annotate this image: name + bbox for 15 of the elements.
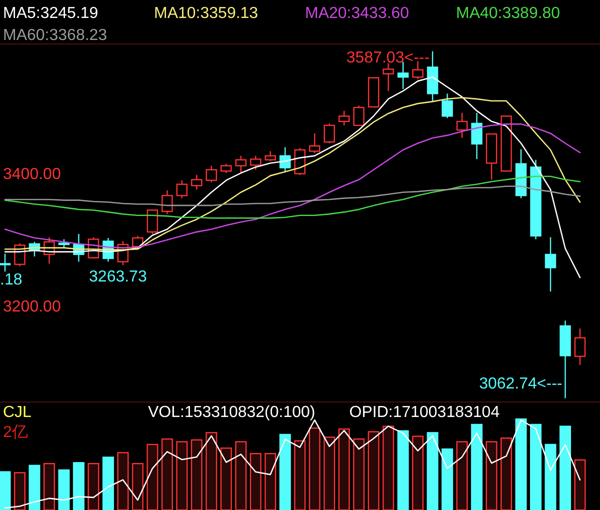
text: MA10:3359.13 bbox=[154, 5, 258, 22]
text: MA40:3389.80 bbox=[456, 5, 560, 22]
text: MA60:3368.23 bbox=[3, 27, 108, 44]
y-tick-label: 3200.00 bbox=[3, 298, 61, 316]
text: MA5:3245.19 bbox=[3, 5, 98, 22]
y-axis-title: 2亿 bbox=[3, 424, 28, 442]
annotation: 3263.73 bbox=[89, 268, 147, 286]
annotation: .18 bbox=[0, 272, 22, 289]
chart-title: CJL bbox=[3, 404, 32, 422]
annotation: VOL:153310832(0:100) bbox=[148, 404, 316, 422]
annotation: OPID:171003183104 bbox=[349, 404, 500, 422]
annotation: 3062.74<--- bbox=[479, 375, 562, 392]
annotation: 3587.03<--- bbox=[346, 49, 430, 66]
y-tick-label: 3400.00 bbox=[3, 166, 61, 184]
text: MA20:3433.60 bbox=[305, 5, 410, 22]
